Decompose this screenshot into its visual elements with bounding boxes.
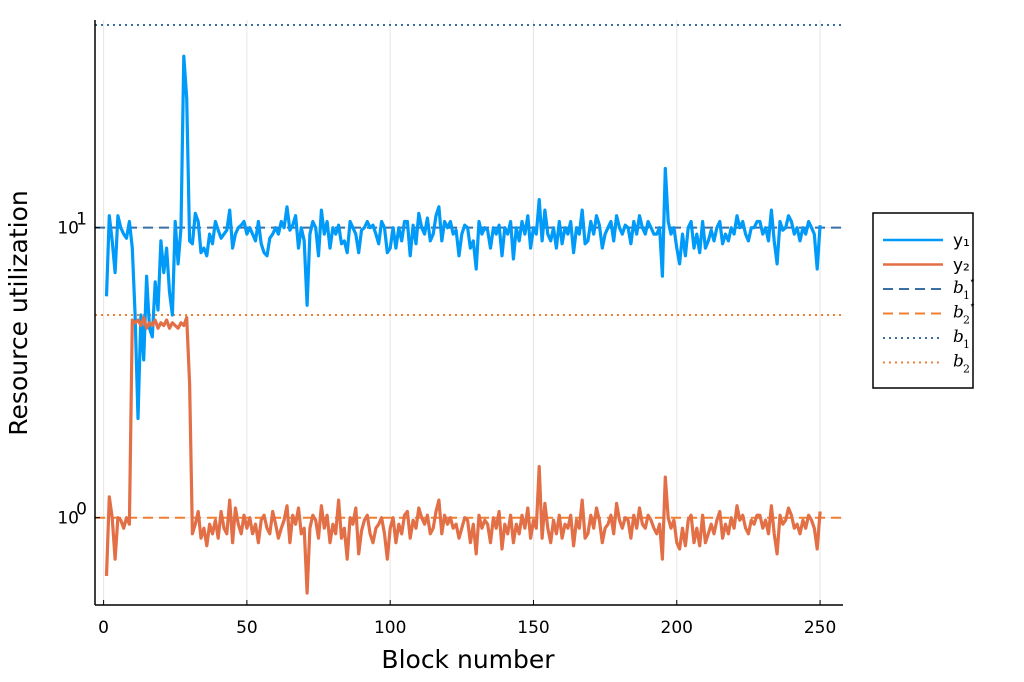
y-tick-label: 10 [57,509,79,529]
legend-label: y₂ [953,256,970,276]
x-tick-label: 250 [804,618,836,638]
data-series [104,54,822,595]
series-line [104,54,822,420]
legend-subscript: 1 [963,289,970,302]
legend-label: b [953,327,964,347]
x-tick-label: 0 [98,618,109,638]
y-axis-title: Resource utilization [4,190,33,435]
legend-label: b [953,303,964,323]
axes [94,20,843,606]
legend-superscript: ⋆ [969,299,976,312]
x-tick-label: 100 [374,618,406,638]
legend-superscript: ⋆ [969,274,976,287]
x-ticks: 0 50 100 150 200 250 [98,600,836,638]
legend-label: y₁ [953,231,970,251]
legend-subscript: 2 [963,363,970,376]
legend-subscript: 2 [963,314,970,327]
legend-label: b [953,352,964,372]
legend-subscript: 1 [963,338,970,351]
y-tick-label: 10 [57,219,79,239]
legend-label: b [953,278,964,298]
series-line [104,315,822,595]
y-tick-exponent: 0 [76,500,87,520]
y-tick-exponent: 1 [76,210,87,230]
reference-lines [95,23,843,519]
x-tick-label: 50 [236,618,258,638]
x-tick-label: 200 [661,618,693,638]
x-tick-label: 150 [517,618,549,638]
legend-box [872,212,974,389]
x-axis-title: Block number [381,645,555,674]
